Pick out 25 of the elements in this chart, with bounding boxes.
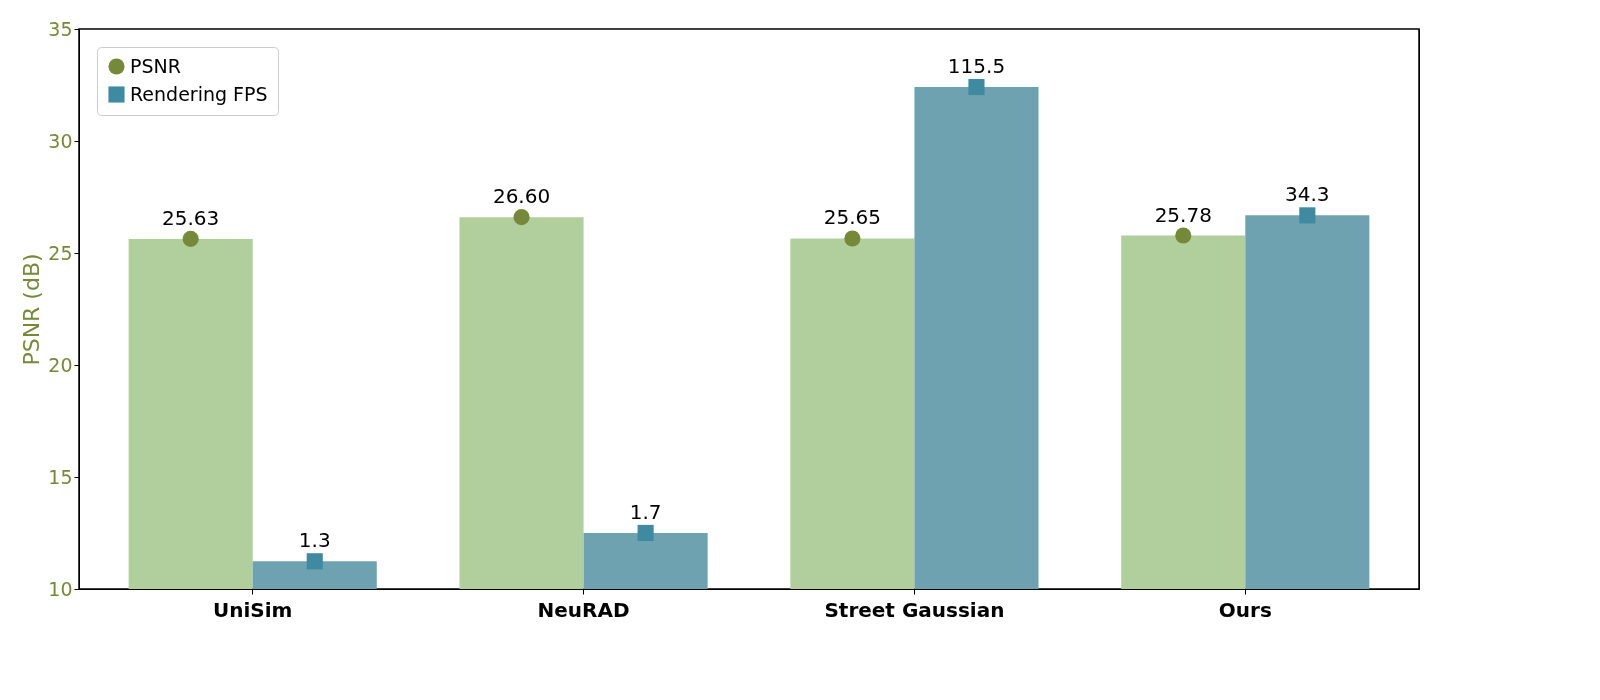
data-label: 115.5 (947, 54, 1006, 79)
point (306, 553, 323, 570)
point (637, 524, 654, 541)
legend-label: PSNR (130, 54, 181, 77)
y-tick-label: 10 (48, 577, 73, 600)
x-tick-label: Ours (1218, 597, 1272, 622)
y-tick-label: 15 (48, 465, 73, 488)
data-label: 26.60 (492, 184, 551, 209)
y-tick-label: 25 (48, 241, 73, 264)
x-tick-label: Street Gaussian (824, 597, 1005, 622)
data-label: 34.3 (1285, 182, 1330, 207)
data-label: 25.65 (823, 205, 882, 230)
y-tick-label: 30 (48, 129, 73, 152)
y-tick-label: 20 (48, 353, 73, 376)
data-label: 25.78 (1154, 202, 1212, 227)
point (1299, 207, 1316, 224)
data-label: 1.7 (629, 499, 662, 524)
data-label: 25.63 (162, 205, 220, 230)
x-tick-label: UniSim (212, 597, 293, 622)
y-tick-label: 35 (48, 17, 73, 40)
data-label: 1.3 (298, 528, 331, 553)
y-axis-title: PSNR (dB) (19, 253, 45, 366)
point (968, 78, 985, 96)
legend-label: Rendering FPS (130, 82, 268, 105)
x-tick-label: NeuRAD (537, 597, 630, 622)
